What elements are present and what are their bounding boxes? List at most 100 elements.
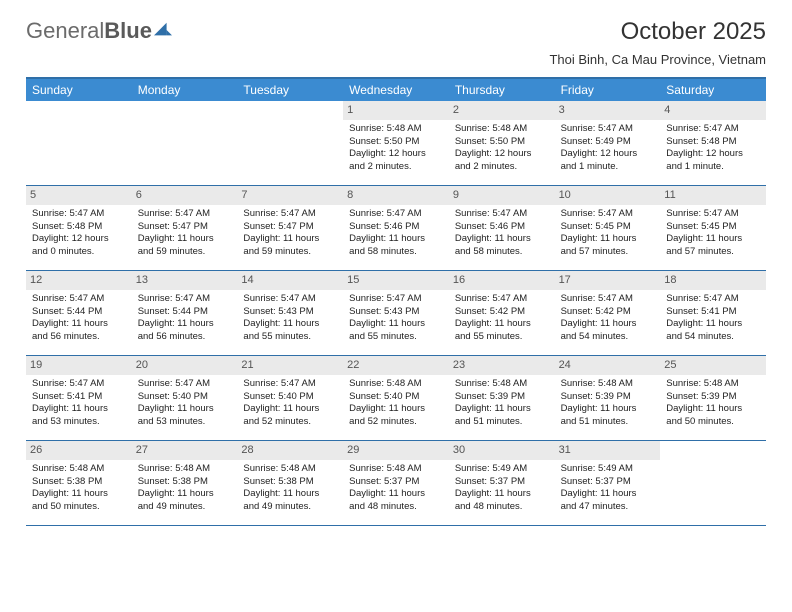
day-cell: 10 Sunrise: 5:47 AMSunset: 5:45 PMDayligh… [555, 186, 661, 270]
brand-mark-icon [154, 21, 172, 39]
day-number: 6 [132, 186, 238, 205]
day-number: 29 [343, 441, 449, 460]
day-info: Sunrise: 5:49 AMSunset: 5:37 PMDaylight:… [455, 463, 549, 514]
day-info: Sunrise: 5:48 AMSunset: 5:39 PMDaylight:… [455, 378, 549, 429]
day-info: Sunrise: 5:47 AMSunset: 5:47 PMDaylight:… [138, 208, 232, 259]
day-cell: 24Sunrise: 5:48 AMSunset: 5:39 PMDayligh… [555, 356, 661, 440]
day-number: 25 [660, 356, 766, 375]
dow-header-cell: Friday [555, 79, 661, 101]
day-cell: 9 Sunrise: 5:47 AMSunset: 5:46 PMDaylight… [449, 186, 555, 270]
day-number: 23 [449, 356, 555, 375]
dow-header-cell: Saturday [660, 79, 766, 101]
day-cell [237, 101, 343, 185]
day-cell: 29 Sunrise: 5:48 AMSunset: 5:37 PMDayligh… [343, 441, 449, 525]
day-cell: 3 Sunrise: 5:47 AMSunset: 5:49 PMDaylight… [555, 101, 661, 185]
day-number: 21 [237, 356, 343, 375]
week-row: 1 Sunrise: 5:48 AMSunset: 5:50 PMDaylight… [26, 101, 766, 186]
day-number: 3 [555, 101, 661, 120]
dow-header-cell: Monday [132, 79, 238, 101]
day-cell [660, 441, 766, 525]
day-cell: 17 Sunrise: 5:47 AMSunset: 5:42 PMDayligh… [555, 271, 661, 355]
day-cell: 18 Sunrise: 5:47 AMSunset: 5:41 PMDayligh… [660, 271, 766, 355]
weeks-container: 1 Sunrise: 5:48 AMSunset: 5:50 PMDaylight… [26, 101, 766, 526]
day-info: Sunrise: 5:47 AMSunset: 5:49 PMDaylight:… [561, 123, 655, 174]
dow-header-cell: Sunday [26, 79, 132, 101]
day-cell: 4Sunrise: 5:47 AMSunset: 5:48 PMDaylight… [660, 101, 766, 185]
dow-header-cell: Wednesday [343, 79, 449, 101]
day-cell: 23 Sunrise: 5:48 AMSunset: 5:39 PMDayligh… [449, 356, 555, 440]
day-info: Sunrise: 5:47 AMSunset: 5:42 PMDaylight:… [561, 293, 655, 344]
week-row: 5 Sunrise: 5:47 AMSunset: 5:48 PMDaylight… [26, 186, 766, 271]
day-info: Sunrise: 5:48 AMSunset: 5:38 PMDaylight:… [243, 463, 337, 514]
day-info: Sunrise: 5:47 AMSunset: 5:47 PMDaylight:… [243, 208, 337, 259]
day-cell: 12Sunrise: 5:47 AMSunset: 5:44 PMDayligh… [26, 271, 132, 355]
day-info: Sunrise: 5:47 AMSunset: 5:40 PMDaylight:… [243, 378, 337, 429]
week-row: 26 Sunrise: 5:48 AMSunset: 5:38 PMDayligh… [26, 441, 766, 526]
day-number: 27 [132, 441, 238, 460]
day-number: 11 [660, 186, 766, 205]
day-cell: 8 Sunrise: 5:47 AMSunset: 5:46 PMDaylight… [343, 186, 449, 270]
day-info: Sunrise: 5:48 AMSunset: 5:38 PMDaylight:… [32, 463, 126, 514]
day-cell: 21 Sunrise: 5:47 AMSunset: 5:40 PMDayligh… [237, 356, 343, 440]
day-cell: 28 Sunrise: 5:48 AMSunset: 5:38 PMDayligh… [237, 441, 343, 525]
brand-logo: GeneralBlue [26, 18, 172, 44]
day-info: Sunrise: 5:47 AMSunset: 5:45 PMDaylight:… [561, 208, 655, 259]
day-info: Sunrise: 5:47 AMSunset: 5:41 PMDaylight:… [666, 293, 760, 344]
day-cell: 20 Sunrise: 5:47 AMSunset: 5:40 PMDayligh… [132, 356, 238, 440]
day-number: 1 [343, 101, 449, 120]
day-cell: 22 Sunrise: 5:48 AMSunset: 5:40 PMDayligh… [343, 356, 449, 440]
day-number: 16 [449, 271, 555, 290]
dow-header-cell: Tuesday [237, 79, 343, 101]
day-number: 2 [449, 101, 555, 120]
day-info: Sunrise: 5:48 AMSunset: 5:38 PMDaylight:… [138, 463, 232, 514]
day-cell: 14Sunrise: 5:47 AMSunset: 5:43 PMDayligh… [237, 271, 343, 355]
calendar-page: GeneralBlue October 2025 Thoi Binh, Ca M… [0, 0, 792, 526]
day-info: Sunrise: 5:47 AMSunset: 5:48 PMDaylight:… [32, 208, 126, 259]
day-info: Sunrise: 5:47 AMSunset: 5:43 PMDaylight:… [243, 293, 337, 344]
week-row: 12Sunrise: 5:47 AMSunset: 5:44 PMDayligh… [26, 271, 766, 356]
day-number: 20 [132, 356, 238, 375]
day-number: 30 [449, 441, 555, 460]
day-number: 15 [343, 271, 449, 290]
brand-text: GeneralBlue [26, 18, 152, 44]
day-cell: 16 Sunrise: 5:47 AMSunset: 5:42 PMDayligh… [449, 271, 555, 355]
day-info: Sunrise: 5:48 AMSunset: 5:50 PMDaylight:… [455, 123, 549, 174]
day-number: 28 [237, 441, 343, 460]
day-info: Sunrise: 5:47 AMSunset: 5:41 PMDaylight:… [32, 378, 126, 429]
day-info: Sunrise: 5:47 AMSunset: 5:43 PMDaylight:… [349, 293, 443, 344]
day-cell: 5 Sunrise: 5:47 AMSunset: 5:48 PMDaylight… [26, 186, 132, 270]
day-cell: 27 Sunrise: 5:48 AMSunset: 5:38 PMDayligh… [132, 441, 238, 525]
day-info: Sunrise: 5:48 AMSunset: 5:50 PMDaylight:… [349, 123, 443, 174]
day-number: 17 [555, 271, 661, 290]
brand-word2: Blue [104, 18, 152, 43]
day-number: 22 [343, 356, 449, 375]
day-cell: 13Sunrise: 5:47 AMSunset: 5:44 PMDayligh… [132, 271, 238, 355]
day-info: Sunrise: 5:48 AMSunset: 5:37 PMDaylight:… [349, 463, 443, 514]
day-info: Sunrise: 5:47 AMSunset: 5:46 PMDaylight:… [349, 208, 443, 259]
day-number: 26 [26, 441, 132, 460]
day-info: Sunrise: 5:47 AMSunset: 5:46 PMDaylight:… [455, 208, 549, 259]
day-cell: 31Sunrise: 5:49 AMSunset: 5:37 PMDayligh… [555, 441, 661, 525]
brand-word1: General [26, 18, 104, 43]
day-number: 10 [555, 186, 661, 205]
month-title: October 2025 [549, 18, 766, 46]
day-number: 18 [660, 271, 766, 290]
day-cell: 1 Sunrise: 5:48 AMSunset: 5:50 PMDaylight… [343, 101, 449, 185]
day-cell: 19Sunrise: 5:47 AMSunset: 5:41 PMDayligh… [26, 356, 132, 440]
day-number: 12 [26, 271, 132, 290]
dow-header-cell: Thursday [449, 79, 555, 101]
day-info: Sunrise: 5:48 AMSunset: 5:40 PMDaylight:… [349, 378, 443, 429]
day-cell: 7Sunrise: 5:47 AMSunset: 5:47 PMDaylight… [237, 186, 343, 270]
day-info: Sunrise: 5:47 AMSunset: 5:40 PMDaylight:… [138, 378, 232, 429]
day-info: Sunrise: 5:48 AMSunset: 5:39 PMDaylight:… [666, 378, 760, 429]
day-number: 9 [449, 186, 555, 205]
day-info: Sunrise: 5:47 AMSunset: 5:45 PMDaylight:… [666, 208, 760, 259]
day-number: 24 [555, 356, 661, 375]
day-cell: 11 Sunrise: 5:47 AMSunset: 5:45 PMDayligh… [660, 186, 766, 270]
calendar-grid: SundayMondayTuesdayWednesdayThursdayFrid… [26, 77, 766, 526]
day-info: Sunrise: 5:47 AMSunset: 5:42 PMDaylight:… [455, 293, 549, 344]
day-cell [132, 101, 238, 185]
day-number: 5 [26, 186, 132, 205]
day-cell: 25 Sunrise: 5:48 AMSunset: 5:39 PMDayligh… [660, 356, 766, 440]
day-number: 8 [343, 186, 449, 205]
